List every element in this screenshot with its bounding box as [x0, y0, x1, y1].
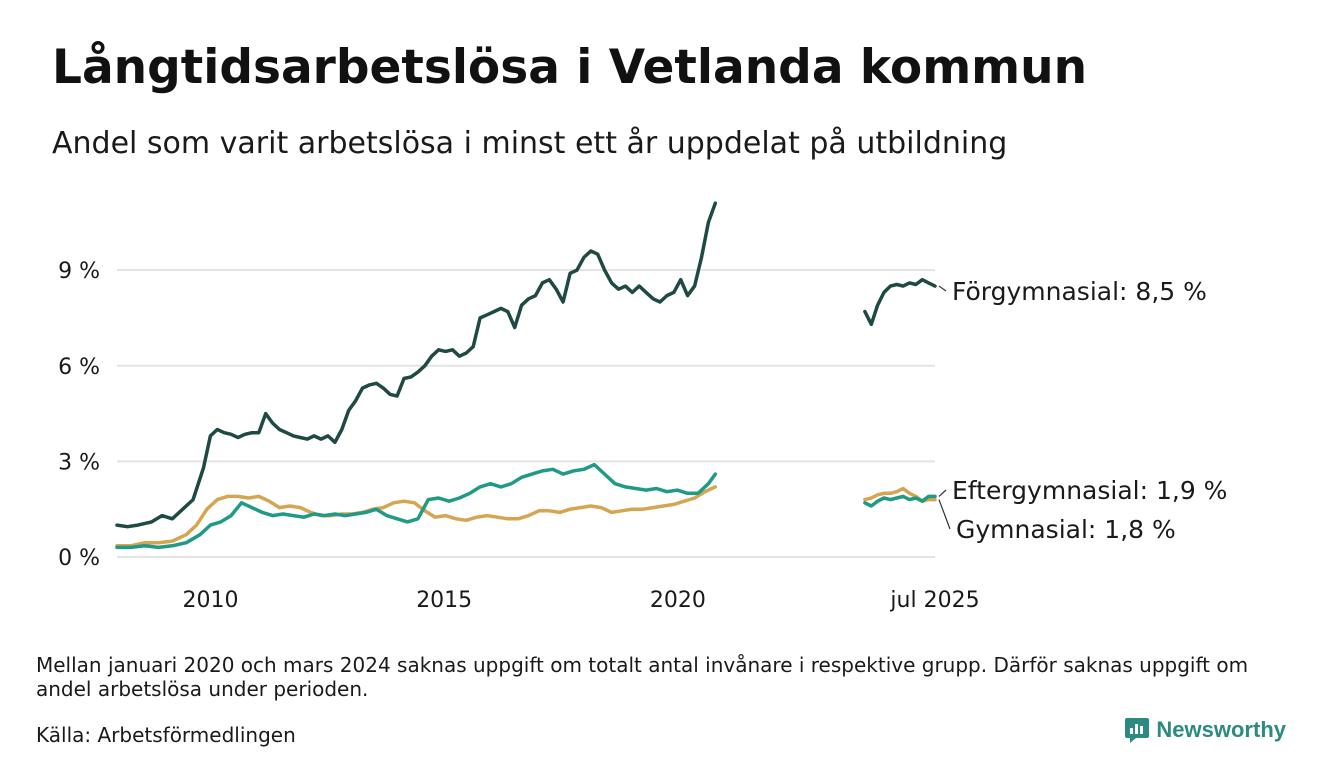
- x-tick-label: 2020: [650, 588, 706, 613]
- brand-name: Newsworthy: [1156, 717, 1286, 742]
- series-line-eftergymnasial: [115, 462, 718, 550]
- series-end-label: Förgymnasial: 8,5 %: [952, 277, 1207, 306]
- y-tick-label: 3 %: [58, 450, 100, 475]
- brand-logo: Newsworthy: [1124, 716, 1286, 744]
- label-leader-line: [938, 489, 947, 497]
- y-tick-label: 9 %: [58, 259, 100, 284]
- chart-subtitle: Andel som varit arbetslösa i minst ett å…: [52, 126, 1008, 161]
- y-tick-label: 0 %: [58, 546, 100, 571]
- footnote: Mellan januari 2020 och mars 2024 saknas…: [36, 653, 1249, 701]
- line-chart: 0 % 3 % 6 % 9 % 2010 2015 2020 jul 2025 Förgymna…: [58, 201, 1227, 613]
- x-tick-label: 2015: [416, 588, 472, 613]
- newsworthy-logo-icon: [1125, 718, 1150, 743]
- series-line-förgymnasial: [115, 201, 718, 529]
- source-note: Källa: Arbetsförmedlingen: [36, 723, 296, 747]
- x-tick-label: 2010: [182, 588, 238, 613]
- label-leader-line: [938, 285, 947, 292]
- series-end-label: Eftergymnasial: 1,9 %: [952, 476, 1227, 505]
- series-line-eftergymnasial: [863, 494, 937, 508]
- series-line-gymnasial: [115, 485, 718, 548]
- chart-title: Långtidsarbetslösa i Vetlanda kommun: [52, 40, 1088, 95]
- x-tick-label: jul 2025: [889, 588, 979, 613]
- y-tick-label: 6 %: [58, 355, 100, 380]
- label-leader-line: [938, 499, 951, 530]
- series-line-förgymnasial: [863, 277, 937, 327]
- series-end-label: Gymnasial: 1,8 %: [956, 515, 1176, 544]
